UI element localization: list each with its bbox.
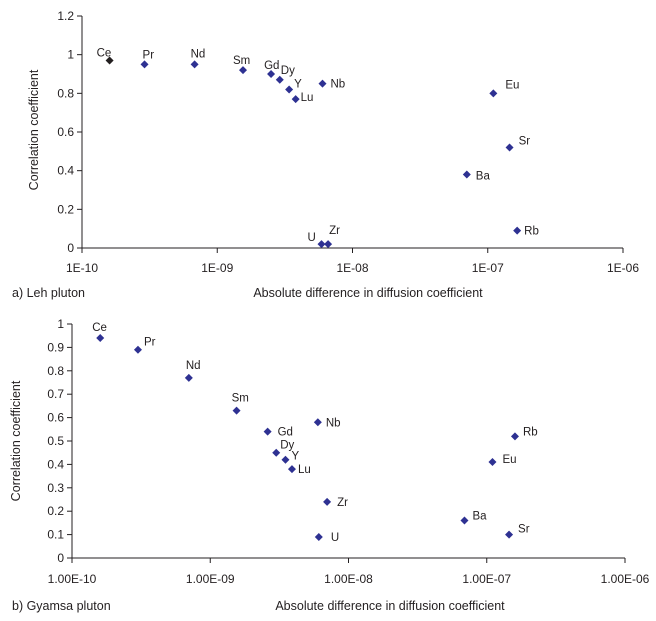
x-tick-label: 1E-09 [201, 261, 233, 275]
y-tick-label: 0.4 [57, 164, 74, 178]
data-point-zr [324, 240, 333, 249]
y-tick-label: 1 [57, 317, 64, 331]
x-tick-label: 1E-08 [336, 261, 368, 275]
data-point-u [314, 532, 323, 541]
data-point-ba [460, 516, 469, 525]
y-axis-label: Correlation coefficient [27, 69, 41, 190]
point-label-ce: Ce [92, 322, 107, 334]
point-label-dy: Dy [281, 65, 295, 77]
point-label-dy: Dy [280, 440, 294, 452]
point-label-nd: Nd [186, 360, 201, 372]
y-tick-label: 0.8 [57, 86, 74, 100]
y-tick-label: 0.8 [47, 364, 64, 378]
y-tick-label: 0 [57, 551, 64, 565]
point-label-gd: Gd [278, 427, 293, 439]
data-point-nb [318, 79, 327, 88]
y-tick-label: 0.5 [47, 434, 64, 448]
x-tick-label: 1E-06 [607, 261, 639, 275]
y-tick-label: 0.9 [47, 340, 64, 354]
point-label-eu: Eu [505, 79, 519, 91]
x-tick-label: 1.00E-09 [186, 572, 235, 586]
x-tick-label: 1.00E-08 [324, 572, 373, 586]
data-point-nb [313, 418, 322, 427]
chart-caption: b) Gyamsa pluton [12, 599, 111, 613]
data-point-gd [263, 427, 272, 436]
data-point-sm [232, 406, 241, 415]
y-axis-label: Correlation coefficient [9, 380, 23, 501]
y-tick-label: 0.2 [57, 202, 74, 216]
point-label-nb: Nb [330, 79, 345, 91]
point-label-rb: Rb [524, 226, 539, 238]
y-tick-label: 0.4 [47, 457, 64, 471]
data-point-eu [488, 458, 497, 467]
data-point-gd [267, 70, 276, 78]
point-label-ce: Ce [97, 47, 112, 59]
data-point-pr [140, 60, 149, 69]
y-tick-label: 1 [67, 48, 74, 62]
point-label-y: Y [294, 78, 302, 90]
chart-panel-1: 0 0.2 0.4 0.6 0.8 1 1.2 1E-10 1E-09 1E-08 1E-07 1E-… [12, 9, 639, 300]
point-label-gd: Gd [264, 60, 279, 72]
data-point-eu [489, 89, 498, 98]
point-label-nd: Nd [191, 48, 206, 60]
chart-caption: a) Leh pluton [12, 286, 85, 300]
data-point-ce [105, 56, 114, 65]
point-label-sm: Sm [232, 393, 249, 405]
point-label-y: Y [291, 451, 299, 463]
data-point-lu [291, 95, 300, 104]
point-label-u: U [308, 232, 316, 244]
data-point-ce [96, 334, 105, 343]
y-tick-label: 0.6 [47, 411, 64, 425]
y-tick-label: 0 [67, 241, 74, 255]
point-label-sm: Sm [233, 55, 250, 67]
point-label-zr: Zr [329, 225, 340, 237]
data-point-sr [505, 143, 514, 152]
point-label-rb: Rb [523, 426, 538, 438]
point-label-sr: Sr [518, 524, 530, 536]
point-label-sr: Sr [519, 135, 531, 147]
point-label-ba: Ba [476, 171, 491, 183]
data-point-sm [238, 66, 247, 75]
y-tick-label: 0.1 [47, 528, 64, 542]
point-label-ba: Ba [472, 511, 487, 523]
point-label-pr: Pr [144, 337, 156, 349]
x-tick-label: 1E-07 [472, 261, 504, 275]
data-point-lu [287, 465, 296, 474]
data-point-dy [272, 448, 281, 457]
data-point-rb [510, 432, 519, 441]
data-point-sr [505, 530, 514, 539]
chart-panel-2: 0 0.1 0.2 0.3 0.4 0.5 0.6 0.7 0.8 0.9 1 1.00E-10 1.0… [9, 317, 650, 613]
point-label-lu: Lu [298, 464, 311, 476]
x-tick-label: 1E-10 [66, 261, 98, 275]
point-label-nb: Nb [326, 417, 341, 429]
data-point-pr [133, 345, 142, 354]
x-tick-label: 1.00E-06 [601, 572, 650, 586]
y-tick-label: 0.2 [47, 504, 64, 518]
data-point-dy [275, 75, 284, 84]
point-label-pr: Pr [143, 49, 155, 61]
y-tick-label: 0.7 [47, 387, 64, 401]
data-point-y [281, 455, 290, 464]
data-point-ba [462, 170, 471, 179]
data-point-rb [513, 226, 522, 235]
point-label-u: U [331, 532, 339, 544]
point-label-zr: Zr [337, 497, 348, 509]
y-tick-label: 0.3 [47, 481, 64, 495]
x-axis-label: Absolute difference in diffusion coeffic… [253, 286, 483, 300]
data-point-nd [184, 373, 193, 382]
data-point-zr [323, 497, 332, 506]
y-tick-label: 0.6 [57, 125, 74, 139]
x-axis-label: Absolute difference in diffusion coeffic… [275, 599, 505, 613]
point-label-lu: Lu [301, 92, 314, 104]
x-tick-label: 1.00E-10 [48, 572, 97, 586]
data-point-nd [190, 60, 199, 69]
data-point-y [285, 85, 294, 94]
point-label-eu: Eu [502, 454, 516, 466]
y-tick-label: 1.2 [57, 9, 74, 23]
x-tick-label: 1.00E-07 [462, 572, 511, 586]
data-point-u [317, 240, 326, 249]
